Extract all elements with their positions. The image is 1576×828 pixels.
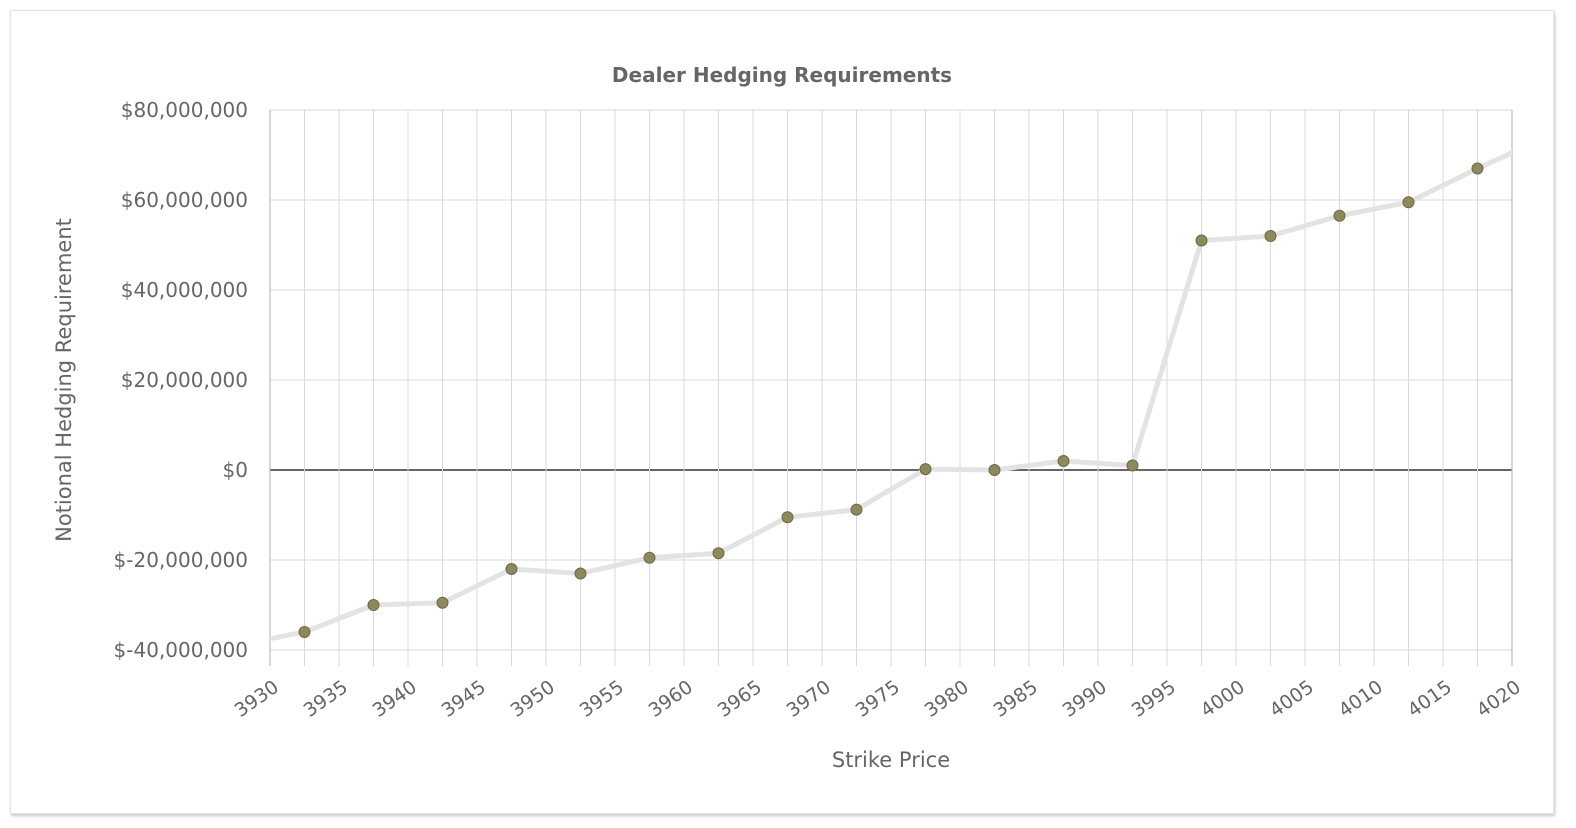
data-point[interactable]: [1195, 234, 1208, 247]
data-point[interactable]: [988, 464, 1001, 476]
data-point[interactable]: [1126, 459, 1139, 472]
y-tick-label: $60,000,000: [121, 188, 248, 212]
x-tick-label: 3930: [231, 676, 283, 722]
data-point[interactable]: [850, 503, 863, 516]
y-axis-label: Notional Hedging Requirement: [52, 218, 76, 542]
x-tick-label: 3935: [300, 676, 352, 722]
data-point[interactable]: [1402, 196, 1415, 209]
y-tick-label: $20,000,000: [121, 368, 248, 392]
x-tick-label: 3960: [645, 676, 697, 722]
data-point[interactable]: [1057, 455, 1070, 467]
y-tick-label: $40,000,000: [121, 278, 248, 302]
data-point[interactable]: [1471, 162, 1484, 175]
data-point[interactable]: [1333, 209, 1346, 222]
data-point[interactable]: [712, 547, 725, 560]
data-point[interactable]: [643, 551, 656, 564]
data-point[interactable]: [1264, 230, 1277, 242]
x-tick-label: 4010: [1335, 676, 1387, 722]
x-tick-label: 4020: [1473, 676, 1525, 722]
data-point[interactable]: [919, 463, 932, 476]
data-point[interactable]: [574, 567, 587, 580]
series-line: [270, 150, 1512, 642]
x-tick-label: 3985: [990, 676, 1042, 722]
x-tick-label: 3990: [1059, 676, 1111, 722]
x-tick-label: 3995: [1128, 676, 1180, 722]
data-point[interactable]: [298, 626, 311, 638]
axis-layer: $80,000,000 $60,000,000 $40,000,000 $20,000…: [114, 98, 1525, 722]
x-tick-label: 3980: [921, 676, 973, 722]
data-point[interactable]: [436, 596, 449, 609]
x-tick-label: 3940: [369, 676, 421, 722]
data-point[interactable]: [367, 599, 380, 611]
chart-title: Dealer Hedging Requirements: [612, 63, 952, 87]
x-tick-label: 3945: [438, 676, 490, 722]
series-layer: [270, 150, 1512, 642]
x-tick-label: 3955: [576, 676, 628, 722]
data-point[interactable]: [781, 511, 794, 524]
grid-layer: [269, 109, 1513, 666]
x-tick-label: 4005: [1266, 676, 1318, 722]
x-tick-label: 3965: [714, 676, 766, 722]
x-tick-label: 4015: [1404, 676, 1456, 722]
x-axis-label: Strike Price: [832, 748, 950, 772]
x-tick-label: 3950: [507, 676, 559, 722]
x-tick-label: 3975: [852, 676, 904, 722]
x-tick-label: 4000: [1197, 676, 1249, 722]
y-tick-label: $0: [223, 458, 248, 482]
y-tick-label: $80,000,000: [121, 98, 248, 122]
data-point[interactable]: [505, 563, 518, 575]
x-tick-label: 3970: [783, 676, 835, 722]
y-tick-label: $-20,000,000: [114, 548, 248, 572]
y-tick-label: $-40,000,000: [114, 638, 248, 662]
chart-card: [10, 10, 1554, 814]
